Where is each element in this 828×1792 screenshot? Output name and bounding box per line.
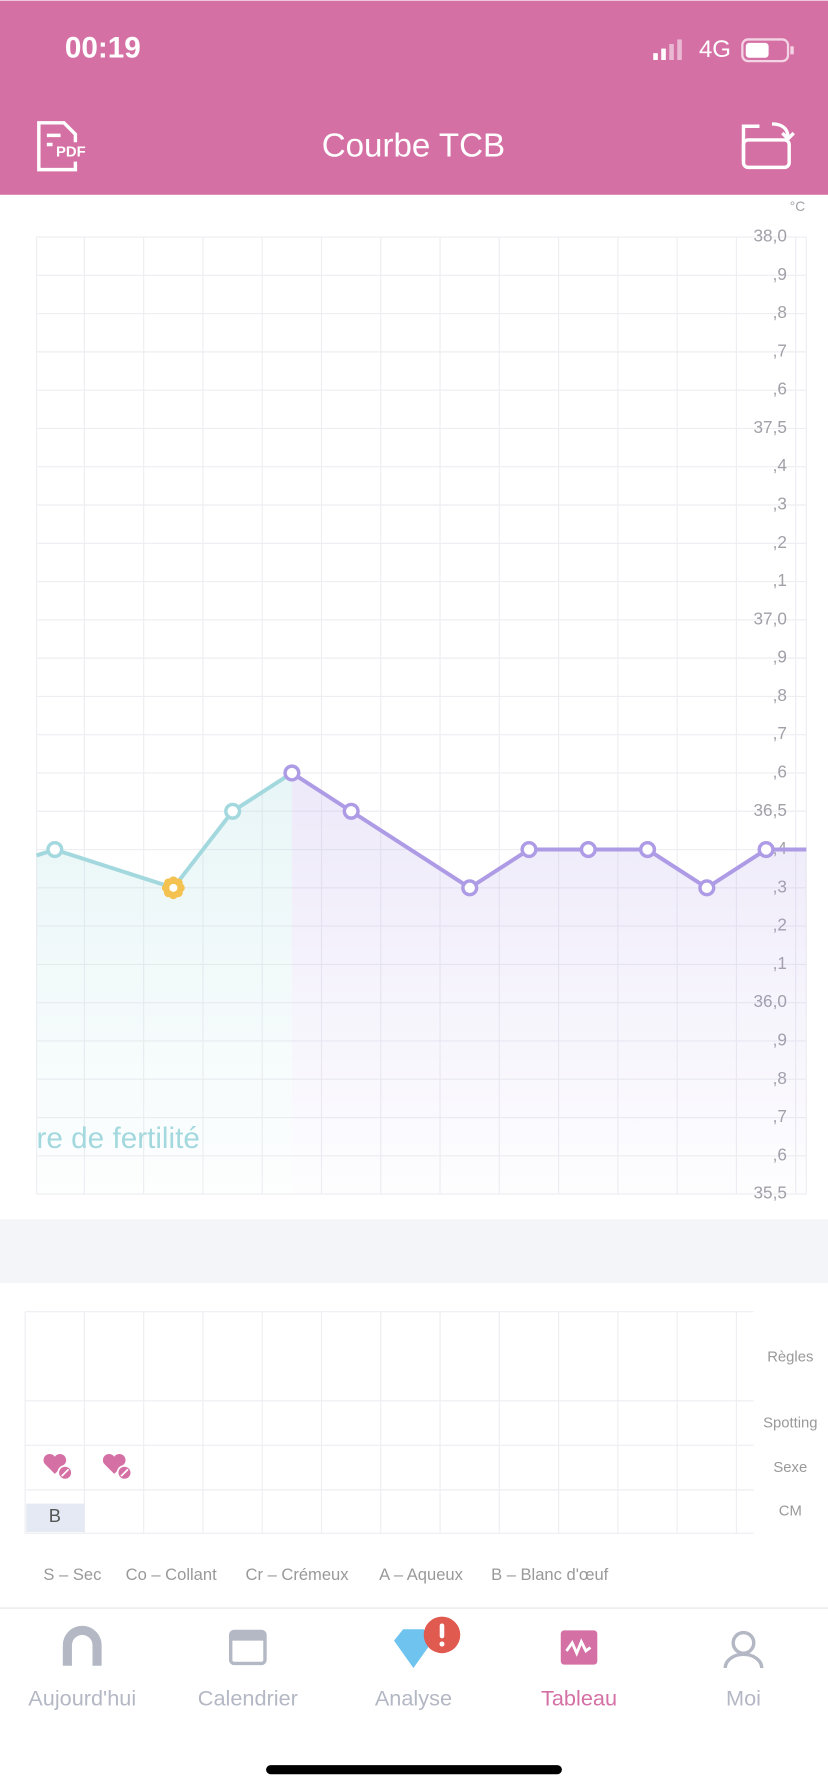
bottom-nav: Aujourd'hui Calendrier Analyse Tableau Moi [28,1616,764,1711]
header-title: Courbe TCB [322,128,505,165]
point [224,802,242,820]
pdf-label: PDF [56,144,86,160]
cm-legend: Co – Collant [126,1565,217,1584]
cm-value: B [49,1505,61,1526]
y-tick-label: ,7 [773,723,787,743]
network: 4G [699,36,731,63]
heart [102,1454,126,1474]
rotate-icon[interactable] [741,122,795,170]
y-tick-label: 37,5 [754,417,787,437]
y-tick-label: 38,0 [754,226,787,246]
record-row-label: Règles [767,1349,813,1365]
y-tick-label: ,1 [773,570,787,590]
nav-divider [0,1607,828,1609]
record-row-label: CM [779,1503,802,1519]
cm-legend: S – Sec [43,1565,101,1584]
protection-slash [120,1468,129,1477]
y-tick-label: ,9 [773,264,787,284]
y-tick-label: ,8 [773,302,787,322]
area [291,772,807,1195]
nav-item[interactable]: Aujourd'hui [28,1625,136,1711]
date-strip [0,1219,828,1284]
point [461,879,479,897]
time: 00:19 [65,32,141,65]
cm-legend: B – Blanc d'œuf [491,1565,609,1584]
ovulation-marker [161,876,185,900]
nav-item[interactable]: Analyse [375,1616,461,1711]
nav-item[interactable]: Tableau [541,1630,617,1711]
icon-head [731,1630,756,1655]
nav-item[interactable]: Moi [723,1630,764,1711]
y-tick-label: 37,0 [754,608,787,628]
battery [741,38,794,63]
y-tick-label: ,3 [773,494,787,514]
nav-label: Calendrier [198,1686,298,1711]
cm-legend: Cr – Crémeux [246,1565,350,1584]
record-row-label: Sexe [773,1460,807,1476]
icon-calendar-top [230,1631,265,1641]
y-tick-label: ,6 [773,379,787,399]
point [579,840,597,859]
nav-label: Aujourd'hui [28,1686,136,1711]
icon-gem [394,1629,433,1669]
y-tick-label: 36,5 [754,800,787,820]
records: Règles Spotting Sexe CM B S – Sec Co – Collant… [24,1311,818,1584]
home-indicator [266,1765,562,1775]
icon-body [723,1652,764,1669]
signal [653,39,682,61]
unit-label: °C [790,199,805,214]
icon-chart-line [565,1638,592,1657]
y-tick-label: ,7 [773,340,787,360]
cm-legend: A – Aqueux [379,1565,463,1584]
header-bg [0,0,828,195]
badge-dot [439,1641,445,1647]
point [638,840,657,859]
sex-icon [43,1454,73,1481]
heart [43,1454,67,1474]
center [169,883,178,892]
cm-cell [26,1503,85,1533]
protection-slash [61,1468,70,1477]
pdf-bg [52,142,90,162]
point [698,879,716,897]
area [36,772,292,1195]
nav-label: Moi [726,1686,761,1711]
point [46,840,64,859]
y-tick-label: ,8 [773,685,787,705]
nav-label: Analyse [375,1686,452,1711]
point [342,802,360,820]
y-tick-label: ,4 [773,455,788,475]
nav-label: Tableau [541,1686,617,1711]
chart: 38,0 ,9 ,8 ,7 ,6 37,5 ,4 ,3 ,2 ,1 37,0 ,9 ,8 ,7 ,6 36,5… [35,199,807,1276]
nav-item[interactable]: Calendrier [198,1629,298,1711]
y-tick-label: ,6 [773,762,787,782]
point [520,840,538,859]
point [283,764,301,782]
y-tick-label: ,9 [773,647,787,667]
badge-bar [439,1623,445,1639]
icon-today [62,1625,102,1666]
record-row-label: Spotting [763,1416,817,1432]
y-tick-label: ,2 [773,532,787,552]
point [757,840,775,859]
sex-icon [102,1454,133,1481]
